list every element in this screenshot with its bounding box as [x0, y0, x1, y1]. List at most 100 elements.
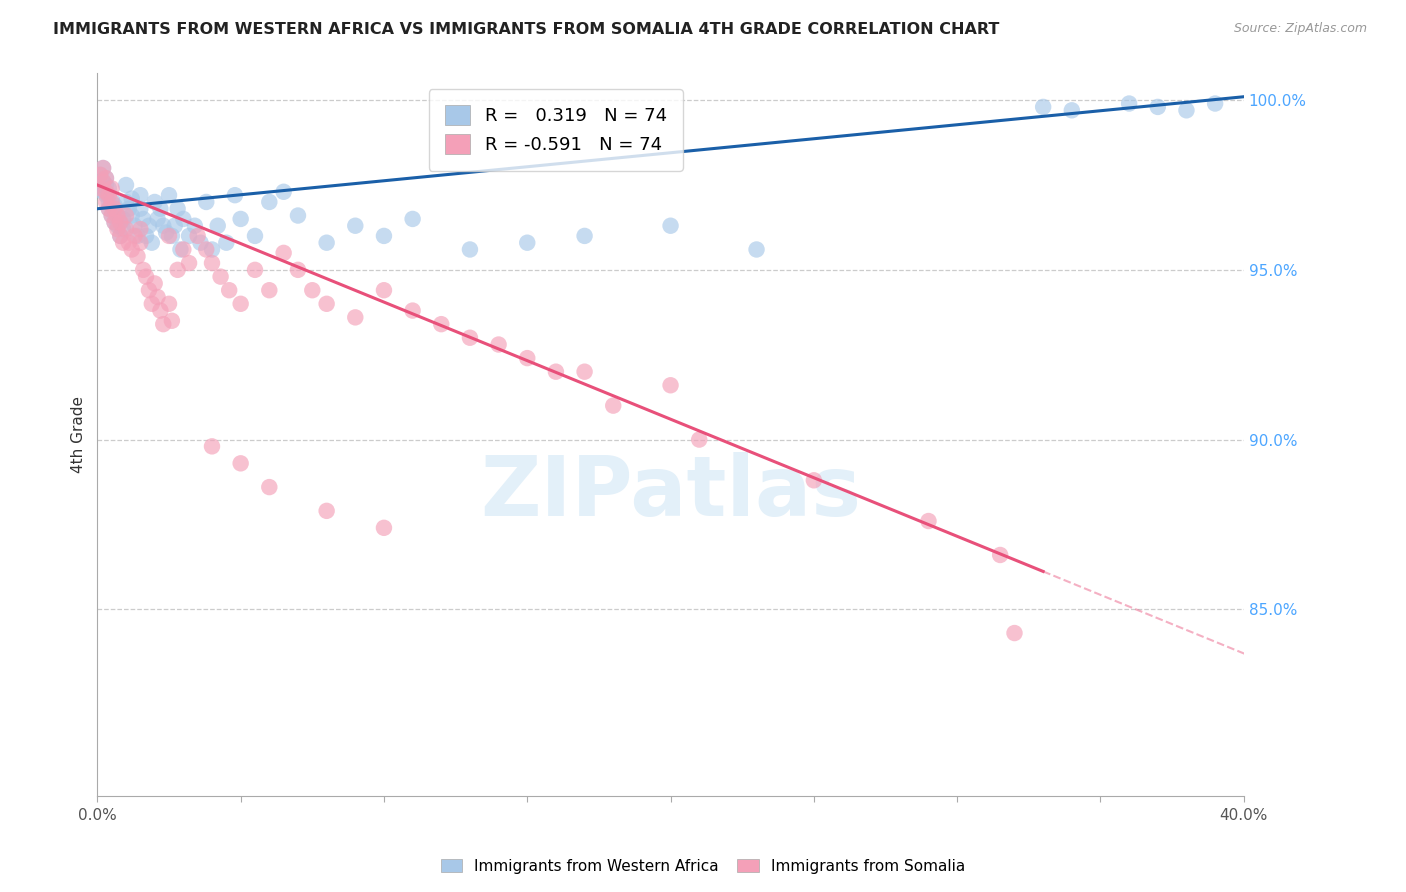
Point	[373, 283, 395, 297]
Point	[259, 480, 281, 494]
Text: Source: ZipAtlas.com: Source: ZipAtlas.com	[1233, 22, 1367, 36]
Point	[112, 235, 135, 250]
Point	[401, 211, 423, 226]
Point	[574, 228, 596, 243]
Point	[100, 194, 122, 209]
Point	[118, 235, 141, 250]
Point	[155, 226, 177, 240]
Point	[107, 209, 129, 223]
Point	[149, 202, 172, 216]
Point	[152, 219, 174, 233]
Point	[1060, 103, 1083, 118]
Legend: Immigrants from Western Africa, Immigrants from Somalia: Immigrants from Western Africa, Immigran…	[434, 853, 972, 880]
Point	[146, 211, 169, 226]
Point	[301, 283, 323, 297]
Point	[94, 171, 117, 186]
Point	[1118, 96, 1140, 111]
Point	[129, 188, 152, 202]
Point	[91, 175, 114, 189]
Point	[110, 228, 132, 243]
Point	[157, 228, 180, 243]
Point	[187, 228, 209, 243]
Point	[315, 297, 337, 311]
Point	[100, 209, 122, 223]
Point	[273, 185, 295, 199]
Point	[602, 399, 624, 413]
Point	[215, 235, 238, 250]
Point	[163, 219, 186, 233]
Point	[243, 228, 266, 243]
Point	[157, 188, 180, 202]
Point	[129, 222, 152, 236]
Point	[110, 215, 132, 229]
Point	[91, 185, 114, 199]
Point	[91, 175, 114, 189]
Point	[195, 243, 218, 257]
Point	[207, 219, 229, 233]
Point	[146, 290, 169, 304]
Point	[1146, 100, 1168, 114]
Point	[115, 194, 138, 209]
Point	[224, 188, 246, 202]
Point	[110, 228, 132, 243]
Point	[1175, 103, 1198, 118]
Point	[89, 168, 111, 182]
Point	[107, 222, 129, 236]
Point	[229, 211, 252, 226]
Point	[1004, 626, 1026, 640]
Point	[89, 178, 111, 192]
Point	[344, 219, 367, 233]
Point	[121, 192, 143, 206]
Point	[129, 235, 152, 250]
Y-axis label: 4th Grade: 4th Grade	[72, 396, 86, 473]
Point	[94, 185, 117, 199]
Point	[110, 215, 132, 229]
Point	[172, 243, 194, 257]
Point	[201, 243, 224, 257]
Point	[124, 219, 146, 233]
Point	[141, 297, 163, 311]
Point	[97, 194, 120, 209]
Point	[458, 331, 481, 345]
Point	[91, 161, 114, 175]
Point	[287, 263, 309, 277]
Point	[458, 243, 481, 257]
Point	[166, 202, 188, 216]
Point	[516, 351, 538, 365]
Point	[177, 256, 200, 270]
Point	[344, 310, 367, 325]
Point	[259, 283, 281, 297]
Point	[103, 215, 125, 229]
Point	[315, 235, 337, 250]
Point	[273, 245, 295, 260]
Point	[129, 202, 152, 216]
Point	[574, 365, 596, 379]
Point	[132, 211, 155, 226]
Point	[115, 222, 138, 236]
Point	[1032, 100, 1054, 114]
Point	[149, 303, 172, 318]
Point	[745, 243, 768, 257]
Point	[917, 514, 939, 528]
Point	[103, 215, 125, 229]
Point	[157, 297, 180, 311]
Point	[229, 297, 252, 311]
Point	[91, 161, 114, 175]
Point	[659, 219, 682, 233]
Point	[141, 235, 163, 250]
Point	[138, 283, 160, 297]
Legend: R =   0.319   N = 74, R = -0.591   N = 74: R = 0.319 N = 74, R = -0.591 N = 74	[429, 89, 683, 170]
Point	[94, 171, 117, 186]
Point	[169, 243, 191, 257]
Point	[172, 211, 194, 226]
Point	[115, 178, 138, 192]
Point	[135, 269, 157, 284]
Point	[97, 202, 120, 216]
Text: IMMIGRANTS FROM WESTERN AFRICA VS IMMIGRANTS FROM SOMALIA 4TH GRADE CORRELATION : IMMIGRANTS FROM WESTERN AFRICA VS IMMIGR…	[53, 22, 1000, 37]
Point	[659, 378, 682, 392]
Point	[401, 303, 423, 318]
Point	[688, 433, 710, 447]
Point	[373, 521, 395, 535]
Point	[243, 263, 266, 277]
Point	[143, 194, 166, 209]
